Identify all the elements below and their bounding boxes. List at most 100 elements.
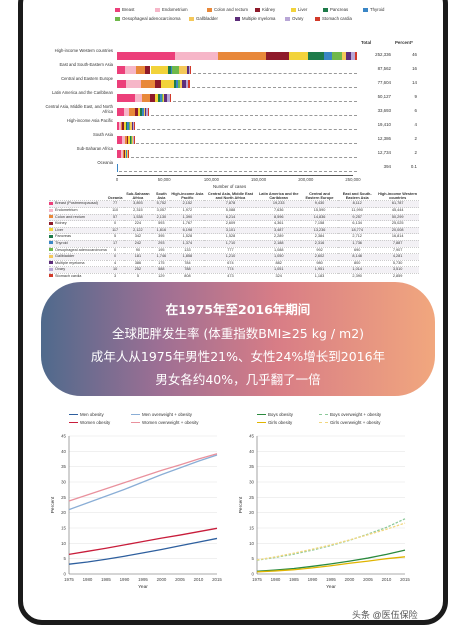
region-label: Central Asia, Middle East, and North Afr…	[45, 104, 114, 114]
table-cell: 1,746	[152, 253, 171, 261]
table-cell: 800	[338, 259, 377, 267]
table-cell: 8,148	[338, 253, 377, 261]
bar-segment	[166, 94, 170, 102]
y-tick-label: 10	[249, 541, 254, 546]
table-row: Thyroid 17 242 293 1,374 1,710 2,188 2,316 1,736…	[49, 239, 419, 248]
bar-segment	[133, 136, 134, 144]
row-total: 87,562	[377, 66, 391, 71]
table-cell: 588	[152, 266, 171, 274]
x-tick-label: 1995	[326, 577, 336, 582]
legend-label: Endometrium	[162, 7, 188, 12]
bar-row: East and South-Eastern Asia 87,562 16	[43, 62, 423, 75]
bar-segment	[162, 94, 164, 102]
table-cell: 324	[256, 272, 301, 280]
row-percent: 46	[412, 52, 417, 57]
row-total: 50,127	[377, 94, 391, 99]
y-tick-label: 35	[61, 464, 66, 469]
cancer-type-label: Endometrium	[55, 208, 78, 212]
bar-segment	[161, 80, 174, 88]
cases-by-region-chart: Breast Endometrium Colon and rectum Kidney L…	[43, 7, 423, 189]
y-tick-label: 20	[61, 510, 66, 515]
cancer-type-label: Ovary	[55, 267, 66, 272]
bar-segment	[176, 80, 179, 88]
cancer-color-swatch	[49, 261, 53, 265]
line-legend-item: Girls overweight + obesity	[319, 420, 380, 425]
region-label: Latin America and the Caribbean	[52, 90, 113, 95]
bar-segment	[124, 66, 136, 74]
table-cell: 3,893	[123, 200, 153, 208]
bar-row: Sub-Saharan Africa 12,734 2	[43, 146, 423, 159]
x-tick-label: 250,000	[345, 177, 361, 182]
bar-segment	[124, 108, 130, 116]
line-legend-item: Women overweight + obesity	[131, 420, 198, 425]
x-tick-label: 1985	[289, 577, 299, 582]
bar-segment	[188, 66, 190, 74]
bar-track	[117, 136, 357, 144]
source-watermark: 头条 @医伍保险	[352, 610, 418, 620]
table-cell: 61,787	[376, 200, 419, 208]
child-obesity-chart: Boys obesity Boys overweight + obesity Gir…	[235, 408, 410, 593]
row-leader-line	[119, 171, 357, 172]
x-tick-label: 2005	[363, 577, 373, 582]
y-tick-label: 40	[249, 449, 254, 454]
bar-row: Latin America and the Caribbean 50,127 9	[43, 90, 423, 103]
legend-swatch	[255, 7, 260, 12]
bar-segment	[168, 66, 171, 74]
cancer-color-swatch	[49, 201, 53, 205]
x-tick-label: 1975	[252, 577, 262, 582]
line-legend-item: Men obesity	[69, 412, 104, 417]
table-cell: 882	[256, 259, 301, 267]
line-legend-label: Women obesity	[80, 420, 111, 425]
table-cell: 15,590	[300, 207, 339, 215]
y-tick-label: 45	[61, 434, 66, 439]
table-cell: 50,299	[376, 213, 419, 221]
bar-segment	[163, 94, 165, 102]
table-cell: 593	[152, 220, 171, 228]
region-label: High-income Western countries	[54, 48, 113, 53]
y-tick-label: 45	[249, 434, 254, 439]
bar-segment	[117, 66, 125, 74]
table-cell: 1,816	[152, 226, 171, 234]
bar-track	[117, 80, 357, 88]
bar-row: High-income Western countries 252,336 46	[43, 48, 423, 61]
region-label: Sub-Saharan Africa	[76, 146, 113, 151]
bar-segment	[122, 136, 126, 144]
legend-swatch	[115, 7, 120, 12]
table-cell: 45,444	[376, 207, 419, 215]
line-legend-label: Boys obesity	[268, 412, 293, 417]
table-row: Stomach cardia 3 5 129 808 473 324 1,183 2,390 2,…	[49, 272, 419, 280]
bar-segment	[119, 122, 121, 130]
series-line	[68, 453, 218, 502]
table-header-row: Oceania Sub-Saharan Africa South Asia High-…	[49, 192, 419, 201]
legend-swatch	[189, 16, 194, 21]
cancer-type-cell: Stomach cardia	[49, 272, 107, 280]
table-header-cell: Central and Eastern Europe	[305, 192, 334, 201]
bar-segment	[127, 136, 128, 144]
x-axis-title: Year	[138, 584, 148, 590]
bar-segment	[117, 136, 123, 144]
row-percent: 6	[414, 108, 417, 113]
table-cell: 17	[106, 239, 124, 248]
cancer-type-cell: Gallbladder	[49, 253, 107, 261]
bar-segment	[145, 108, 147, 116]
table-cell: 90	[123, 246, 153, 254]
table-cell: 14,836	[300, 213, 339, 221]
table-cell: 2,188	[256, 239, 301, 248]
bar-segment	[135, 108, 138, 116]
table-cell: 1,972	[170, 207, 205, 215]
adult-obesity-chart: Men obesity Men overweight + obesity Women…	[47, 408, 222, 593]
table-cell: 4,281	[376, 253, 419, 261]
bar-segment	[122, 150, 125, 158]
legend-item: Liver	[291, 7, 307, 12]
table-body: Breast (Postmenopausal) 77 3,893 5,752 2,152…	[49, 200, 419, 280]
table-cell: 16,814	[376, 233, 419, 241]
table-cell: 4,361	[256, 220, 301, 228]
table-cell: 9,430	[300, 200, 339, 208]
table-cell: 2,130	[152, 213, 171, 221]
x-tick-label: 1980	[83, 577, 93, 582]
x-tick-label: 1985	[101, 577, 111, 582]
bar-segment	[127, 150, 129, 158]
bar-segment	[135, 66, 145, 74]
row-total: 33,693	[377, 108, 391, 113]
table-cell: 224	[123, 220, 153, 228]
